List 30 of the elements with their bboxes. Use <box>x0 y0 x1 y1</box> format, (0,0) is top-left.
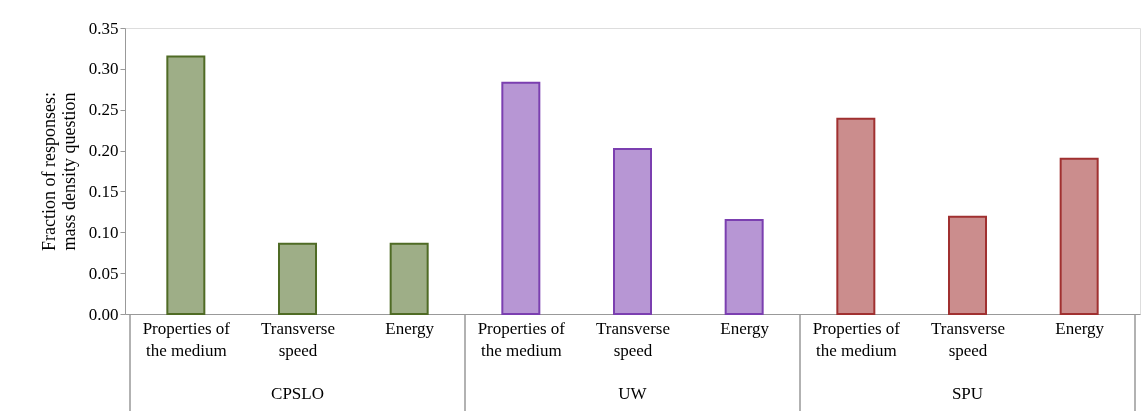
x-tick-label: Energy <box>720 318 770 338</box>
bar <box>501 81 541 315</box>
x-tick-label: Properties of the medium <box>142 318 231 360</box>
text: CPSLO <box>271 384 324 403</box>
bar <box>389 242 429 315</box>
x-tick-label: Transverse speed <box>261 318 335 360</box>
y-tick-label: 0.25 <box>88 100 119 120</box>
bar <box>613 147 652 315</box>
x-tick-label: Properties of the medium <box>812 318 901 360</box>
x-tick-label: Energy <box>385 318 435 338</box>
bar <box>836 117 876 315</box>
bar <box>724 219 764 315</box>
bar <box>1059 157 1099 315</box>
x-tick-label: Properties of the medium <box>477 318 566 360</box>
y-tick-label: 0.10 <box>88 222 119 242</box>
y-axis-title: Fraction of responses: mass density question <box>38 92 79 251</box>
y-tick-label: 0.00 <box>88 304 119 324</box>
bar <box>948 215 987 315</box>
y-tick-label: 0.30 <box>88 59 119 79</box>
x-tick-label: Transverse speed <box>931 318 1005 360</box>
y-tick-label: 0.20 <box>88 141 119 161</box>
x-tick-label: Energy <box>1055 318 1105 338</box>
bar <box>278 242 317 315</box>
bar <box>166 55 206 315</box>
y-tick-label: 0.05 <box>88 263 119 283</box>
y-tick-label: 0.35 <box>88 18 119 38</box>
text: SPU <box>951 384 984 403</box>
y-tick-label: 0.15 <box>88 181 119 201</box>
text: UW <box>618 384 648 403</box>
x-tick-label: Transverse speed <box>596 318 670 360</box>
